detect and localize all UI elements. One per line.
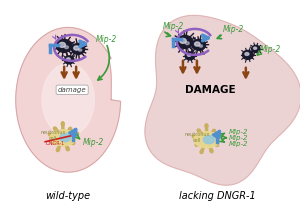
Ellipse shape [49, 133, 52, 136]
Ellipse shape [71, 141, 75, 144]
Ellipse shape [51, 141, 55, 144]
Text: Mip-2: Mip-2 [229, 135, 248, 141]
Ellipse shape [194, 132, 220, 148]
Text: Mip-2: Mip-2 [229, 141, 248, 147]
Ellipse shape [68, 127, 72, 131]
Ellipse shape [185, 42, 189, 45]
Text: DAMAGE: DAMAGE [184, 85, 235, 95]
Text: Mip-2: Mip-2 [229, 129, 248, 135]
Ellipse shape [64, 46, 68, 49]
Text: Mip-2: Mip-2 [260, 45, 281, 54]
Ellipse shape [195, 143, 199, 146]
Ellipse shape [252, 45, 260, 52]
Ellipse shape [67, 58, 70, 60]
Ellipse shape [180, 38, 186, 43]
Text: Mip-2: Mip-2 [223, 25, 244, 35]
Ellipse shape [53, 127, 57, 131]
Polygon shape [42, 64, 94, 136]
Ellipse shape [56, 148, 60, 152]
Ellipse shape [71, 43, 85, 54]
Text: wild-type: wild-type [46, 191, 91, 201]
Ellipse shape [177, 35, 193, 48]
Ellipse shape [192, 135, 196, 138]
Ellipse shape [254, 47, 257, 49]
Ellipse shape [199, 45, 203, 47]
Text: Mip-2: Mip-2 [96, 35, 117, 44]
Ellipse shape [242, 50, 253, 59]
Ellipse shape [215, 143, 218, 146]
Text: Mip-2: Mip-2 [163, 22, 184, 32]
Text: damage: damage [58, 87, 86, 93]
Ellipse shape [192, 39, 206, 50]
Ellipse shape [56, 39, 72, 52]
Ellipse shape [60, 134, 70, 142]
Ellipse shape [66, 147, 69, 151]
Ellipse shape [218, 134, 222, 137]
Text: Mip-2: Mip-2 [83, 138, 104, 147]
Ellipse shape [197, 129, 201, 133]
Ellipse shape [59, 42, 65, 47]
Ellipse shape [205, 124, 208, 128]
Ellipse shape [212, 129, 215, 133]
Polygon shape [16, 27, 121, 172]
Text: neutroflux
cell: neutroflux cell [40, 130, 66, 141]
Ellipse shape [74, 46, 79, 50]
Ellipse shape [79, 49, 82, 51]
Ellipse shape [210, 149, 213, 153]
Ellipse shape [185, 52, 195, 60]
Ellipse shape [200, 150, 203, 154]
Ellipse shape [61, 122, 64, 126]
Ellipse shape [187, 54, 191, 56]
Ellipse shape [203, 136, 214, 144]
Ellipse shape [245, 53, 249, 55]
Ellipse shape [50, 130, 76, 146]
Ellipse shape [64, 56, 74, 64]
Text: lacking DNGR-1: lacking DNGR-1 [179, 191, 256, 201]
Text: neutroflux
cell: neutroflux cell [184, 132, 210, 143]
Ellipse shape [75, 132, 79, 135]
Polygon shape [145, 15, 300, 185]
Ellipse shape [194, 42, 200, 46]
Text: DNGR-1: DNGR-1 [46, 141, 65, 146]
